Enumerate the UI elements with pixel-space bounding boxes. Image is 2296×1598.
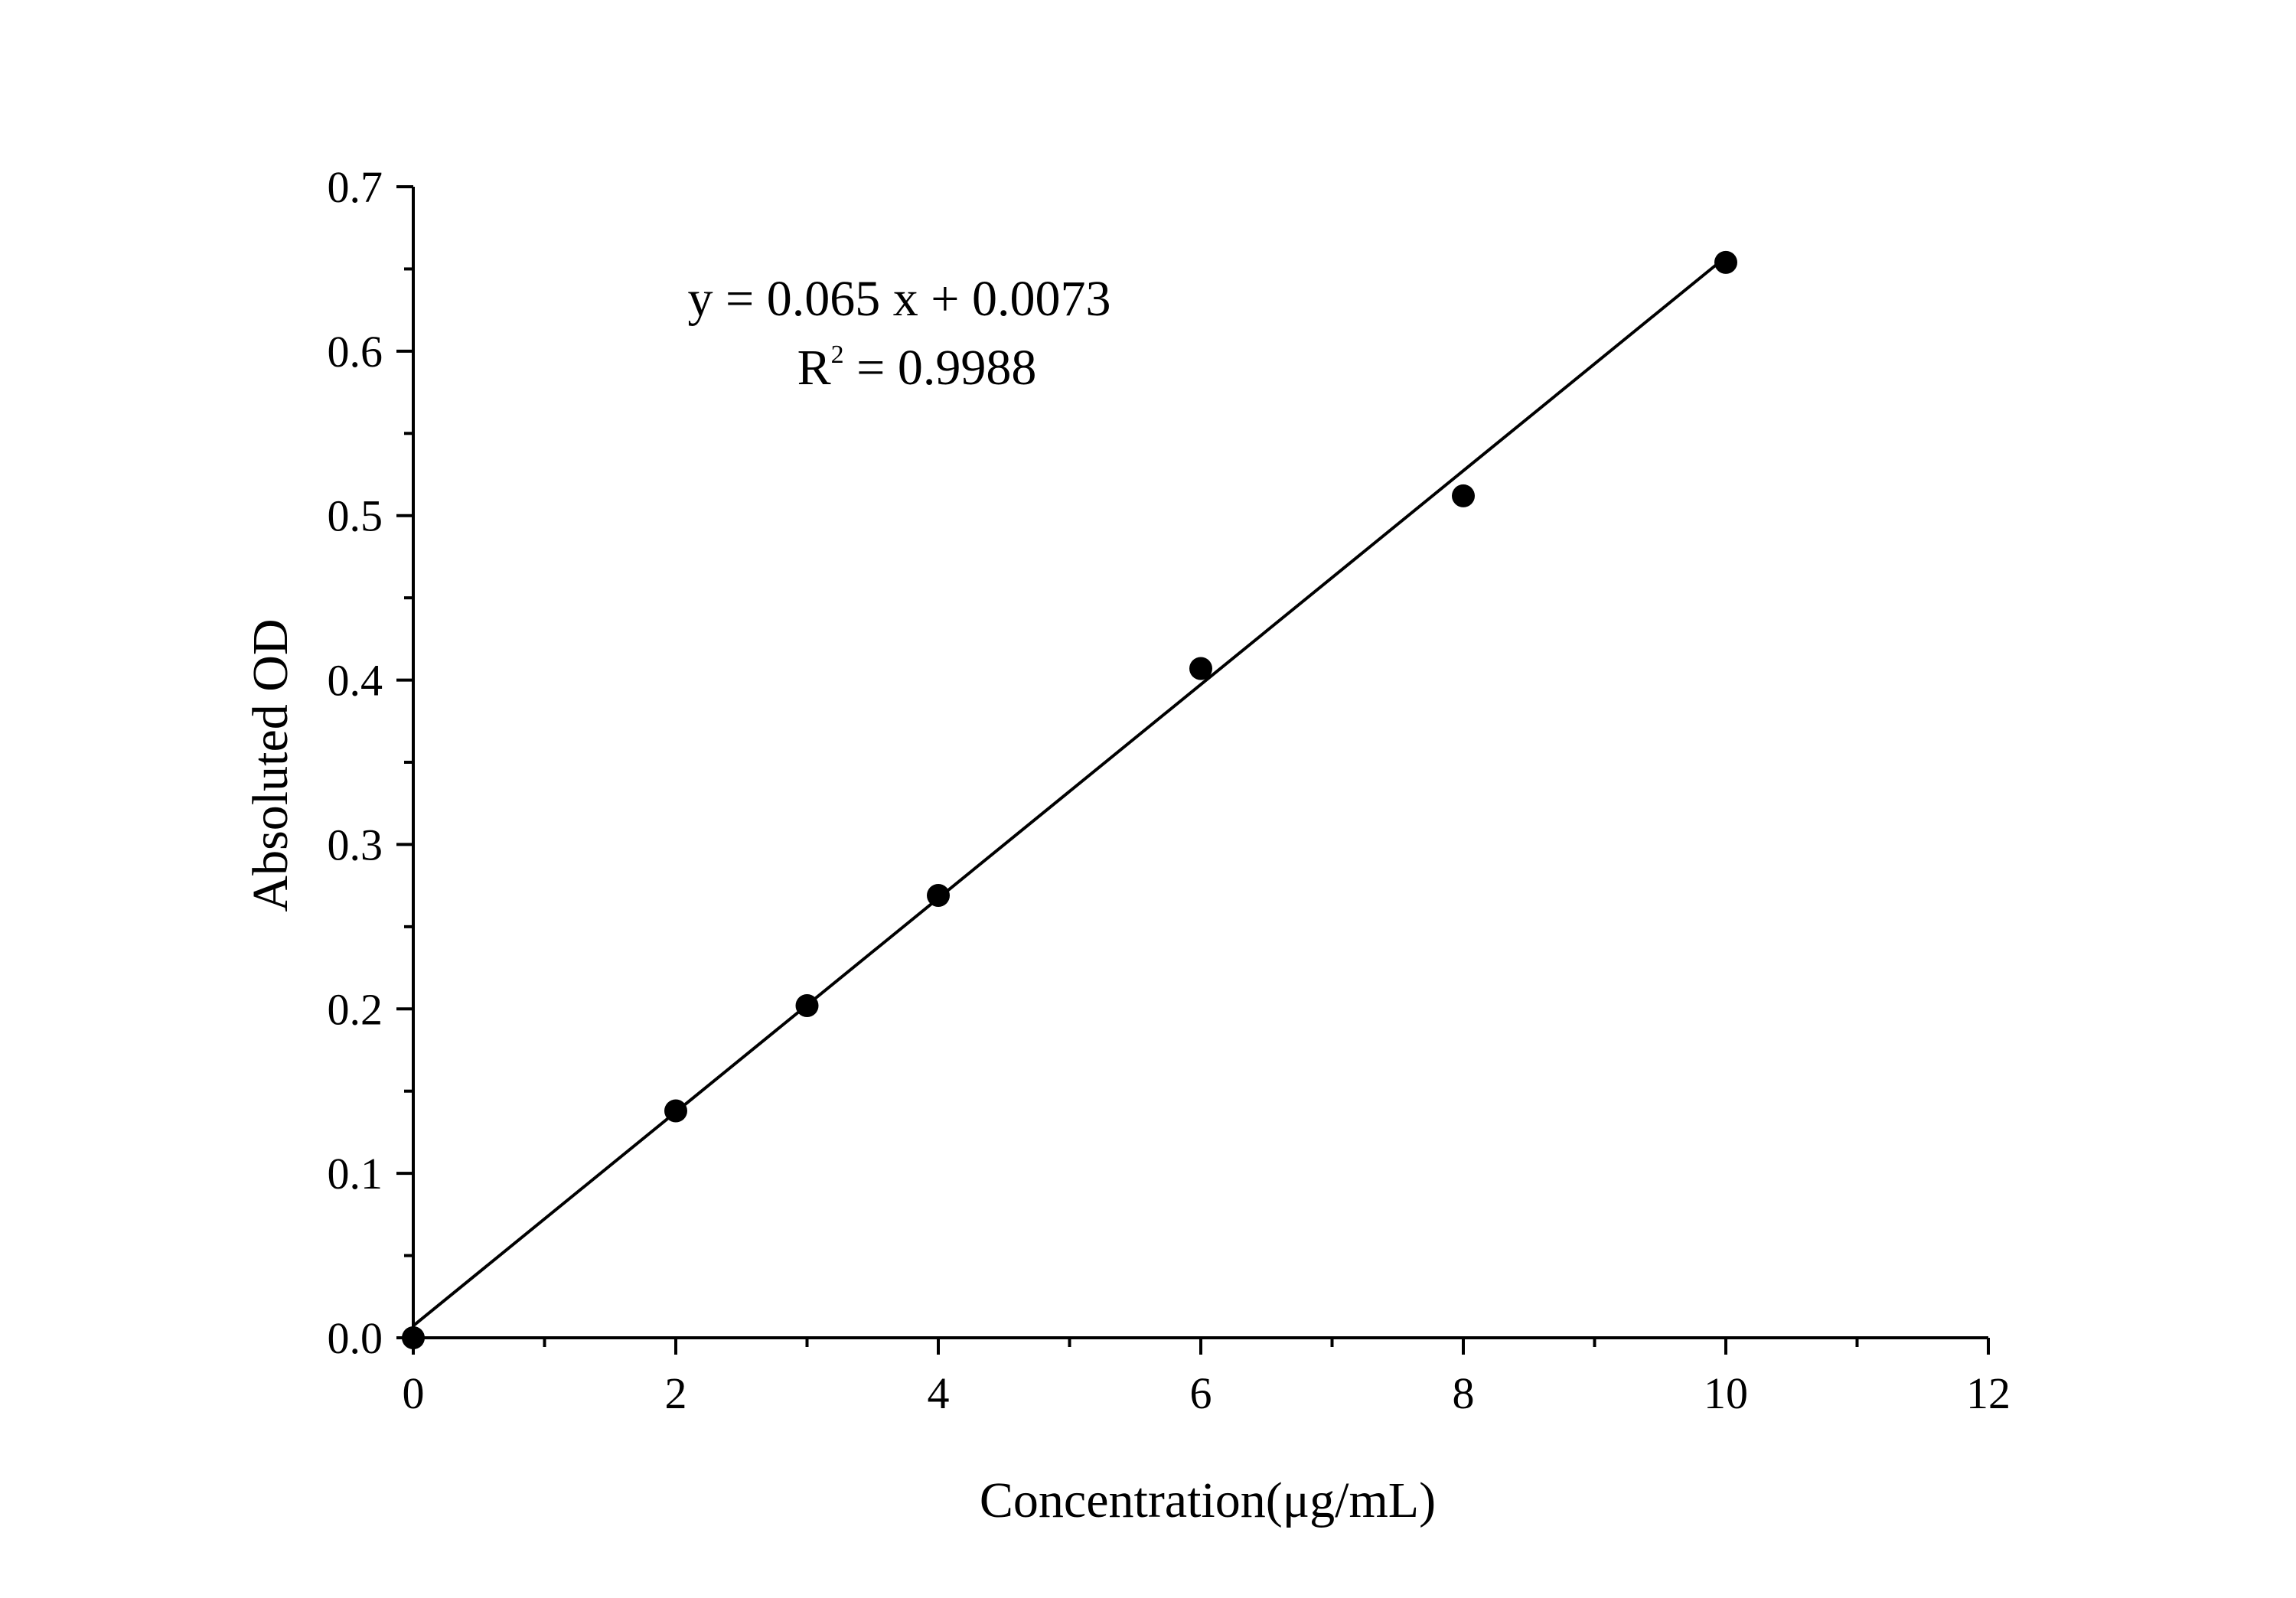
x-tick-label: 10: [1704, 1368, 1748, 1418]
data-points: [402, 250, 1737, 1349]
y-tick-label: 0.4: [328, 656, 383, 706]
x-tick-label: 8: [1453, 1368, 1475, 1418]
r-squared: R2 = 0.9988: [797, 340, 1037, 396]
y-tick-label: 0.2: [328, 984, 383, 1034]
x-axis-label: Concentration(μg/mL): [980, 1472, 1436, 1528]
x-tick-label: 4: [928, 1368, 950, 1418]
y-tick-label: 0.5: [328, 491, 383, 541]
x-tick-label: 2: [665, 1368, 687, 1418]
x-tick-label: 12: [1966, 1368, 2011, 1418]
data-point: [664, 1099, 687, 1123]
x-axis-ticks: 0 2 4 6 8 10 12: [403, 1338, 2011, 1418]
x-tick-label: 0: [403, 1368, 425, 1418]
data-point: [1714, 250, 1737, 274]
data-point: [795, 993, 819, 1017]
data-point: [927, 884, 950, 908]
y-tick-label: 0.1: [328, 1149, 383, 1198]
x-tick-label: 6: [1190, 1368, 1212, 1418]
y-axis-label: Absoluted OD: [243, 618, 298, 912]
fit-line-layer: [412, 256, 1727, 1327]
axes: [412, 187, 1988, 1339]
y-tick-label: 0.7: [328, 162, 383, 212]
data-point: [1452, 484, 1475, 507]
r-squared-prefix: R: [797, 340, 831, 396]
fit-equation: y = 0.065 x + 0.0073: [688, 271, 1111, 327]
r-squared-value: = 0.9988: [844, 340, 1037, 396]
data-point: [1189, 657, 1212, 680]
y-tick-label: 0.6: [328, 327, 383, 377]
y-axis-ticks: 0.0 0.1 0.2 0.3 0.4 0.5 0.6 0.7: [328, 162, 413, 1363]
fit-line: [412, 256, 1727, 1327]
y-tick-label: 0.3: [328, 820, 383, 869]
r-squared-superscript: 2: [831, 341, 844, 369]
data-point: [402, 1326, 425, 1349]
y-tick-label: 0.0: [328, 1313, 383, 1363]
